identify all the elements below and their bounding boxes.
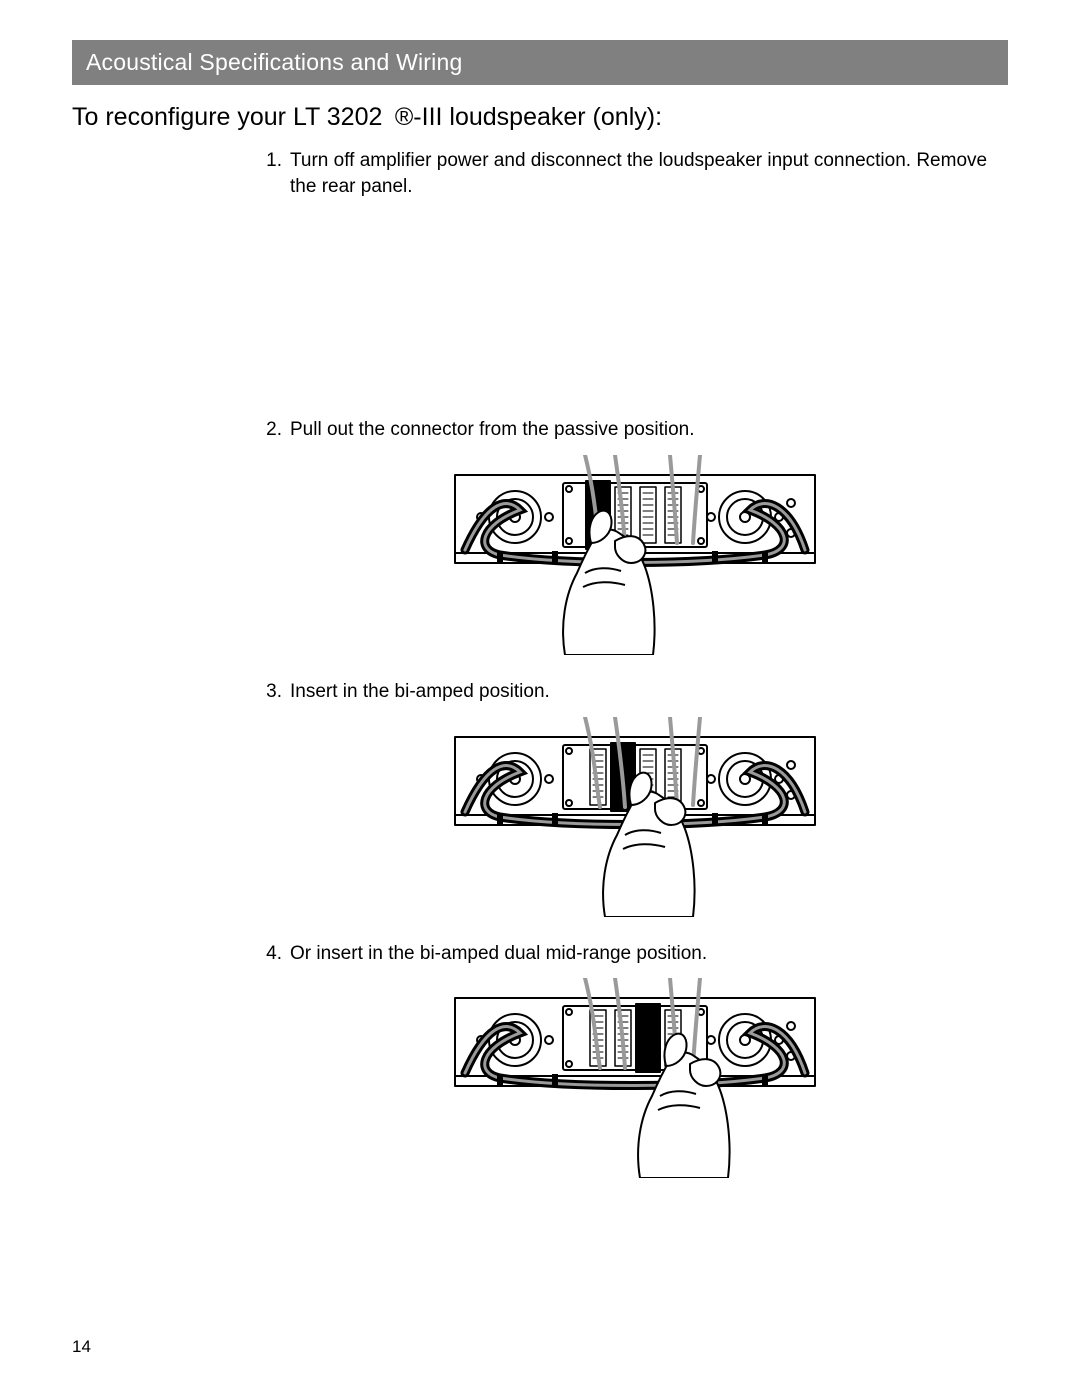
step-2: 2. Pull out the connector from the passi…	[262, 417, 1008, 443]
section-header-title: Acoustical Speciﬁcations and Wiring	[86, 49, 462, 75]
steps-list: 1. Turn off ampliﬁer power and disconnec…	[262, 148, 1008, 1178]
figure-dual-midrange-position	[445, 978, 825, 1178]
step-1: 1. Turn off ampliﬁer power and disconnec…	[262, 148, 1008, 199]
step-text: Turn off ampliﬁer power and disconnect t…	[290, 148, 1008, 199]
figure-4-wrap	[262, 978, 1008, 1178]
step-4: 4. Or insert in the bi-amped dual mid-ra…	[262, 941, 1008, 967]
section-header-bar: Acoustical Speciﬁcations and Wiring	[72, 40, 1008, 85]
step-number: 2.	[262, 417, 290, 443]
step-number: 4.	[262, 941, 290, 967]
figure-3-wrap	[262, 717, 1008, 917]
step-text: Insert in the bi-amped position.	[290, 679, 1008, 705]
page-container: Acoustical Speciﬁcations and Wiring To r…	[0, 0, 1080, 1178]
step-number: 1.	[262, 148, 290, 199]
step-text: Pull out the connector from the passive …	[290, 417, 1008, 443]
step-text: Or insert in the bi-amped dual mid-range…	[290, 941, 1008, 967]
step-3: 3. Insert in the bi-amped position.	[262, 679, 1008, 705]
step-number: 3.	[262, 679, 290, 705]
figure-2-wrap	[262, 455, 1008, 655]
page-subtitle: To reconﬁgure your LT 3202 ®-III loudspe…	[72, 103, 1008, 132]
figure-placeholder-1	[262, 207, 1008, 417]
figure-biamped-position	[445, 717, 825, 917]
figure-passive-position	[445, 455, 825, 655]
page-number: 14	[72, 1337, 91, 1357]
